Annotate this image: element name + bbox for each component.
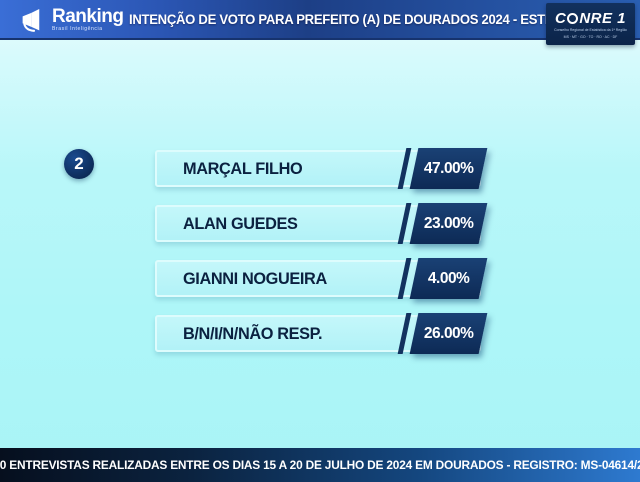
percent-block: 23.00%	[409, 203, 488, 244]
candidate-name: B/N/I/N/NÃO RESP.	[183, 323, 323, 343]
conre-name-right: NRE 1	[579, 10, 627, 28]
result-row: MARÇAL FILHO 47.00%	[155, 148, 488, 189]
conre-name-left: C	[554, 10, 567, 28]
footer-bar: 1.000 ENTREVISTAS REALIZADAS ENTRE OS DI…	[0, 448, 640, 482]
candidate-name: ALAN GUEDES	[183, 213, 298, 233]
percent-block: 4.00%	[409, 258, 488, 299]
header-bar: Ranking Brasil Inteligência INTENÇÃO DE …	[0, 0, 640, 45]
conre-emblem-icon	[567, 13, 579, 25]
candidate-name: GIANNI NOGUEIRA	[183, 268, 327, 288]
result-row: ALAN GUEDES 23.00%	[155, 203, 488, 244]
page-title: INTENÇÃO DE VOTO PARA PREFEITO (A) DE DO…	[129, 11, 604, 27]
brand-name: Ranking	[52, 5, 124, 27]
result-row: B/N/I/N/NÃO RESP. 26.00%	[155, 313, 488, 354]
brand-tagline: Brasil Inteligência	[52, 25, 103, 32]
conre-logo-plate: C NRE 1 Conselho Regional de Estatística…	[546, 3, 635, 45]
percent-block: 26.00%	[409, 313, 488, 354]
percent-value: 4.00%	[427, 269, 470, 287]
percent-value: 26.00%	[423, 324, 474, 342]
conre-subtext-1: Conselho Regional de Estatística da 1ª R…	[554, 28, 627, 33]
candidate-name: MARÇAL FILHO	[183, 158, 303, 178]
ranking-logo: Ranking Brasil Inteligência	[0, 5, 124, 33]
slide-number-badge: 2	[64, 149, 94, 179]
percent-block: 47.00%	[409, 148, 488, 189]
percent-value: 47.00%	[423, 159, 474, 177]
percent-value: 23.00%	[423, 214, 474, 232]
logo-text: Ranking Brasil Inteligência	[52, 5, 124, 32]
conre-subtext-2: MS · MT · GO · TO · RO · AC · DF	[563, 34, 618, 39]
survey-registration-text: 1.000 ENTREVISTAS REALIZADAS ENTRE OS DI…	[0, 458, 640, 472]
result-row: GIANNI NOGUEIRA 4.00%	[155, 258, 488, 299]
megaphone-icon	[22, 8, 40, 32]
results-chart: MARÇAL FILHO 47.00% ALAN GUEDES 23.00% G…	[155, 148, 488, 370]
conre-logo: C NRE 1	[555, 11, 626, 26]
